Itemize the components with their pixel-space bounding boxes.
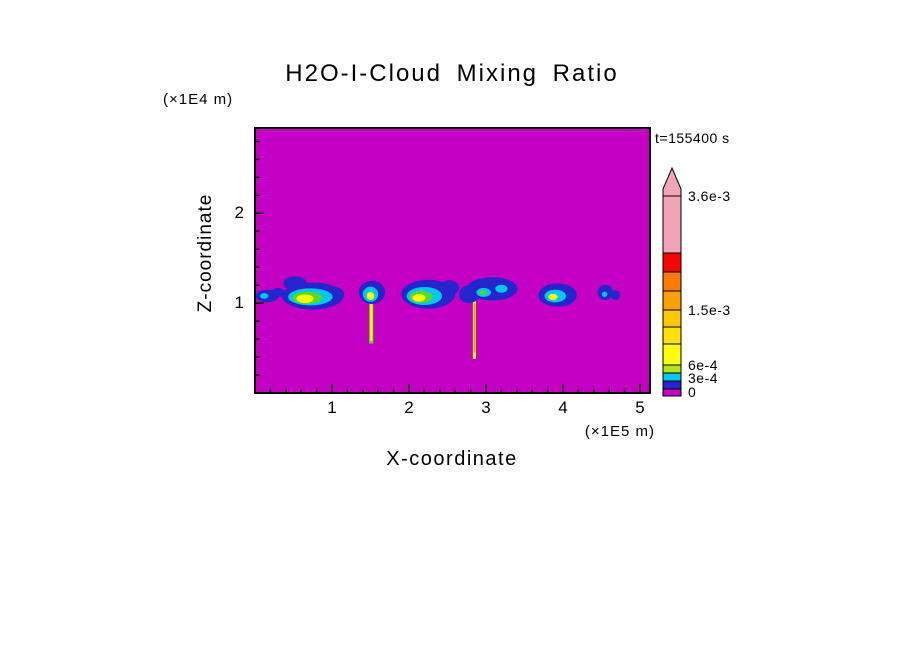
colorbar-segment: [662, 195, 682, 254]
colorbar-segment: [662, 380, 682, 390]
x-tick-label: 1: [327, 398, 337, 417]
cloud-region-yellow: [548, 293, 558, 300]
cloud-region-blue: [439, 280, 459, 296]
cloud-region-cyan: [601, 291, 608, 297]
cloud-region-blue: [283, 276, 307, 291]
cloud-region-yellow: [412, 294, 426, 302]
plot-background: [255, 128, 650, 393]
colorbar-segment: [662, 252, 682, 273]
cloud-1: [255, 287, 285, 303]
colorbar-tick-label: 3e-4: [688, 370, 719, 386]
colorbar-segment: [662, 290, 682, 311]
cloud-6: [538, 283, 577, 307]
y-axis-unit-label: (×1E4 m): [163, 91, 234, 108]
z-tick-label: 2: [234, 203, 244, 223]
colorbar-tick-label: 1.5e-3: [688, 302, 731, 318]
cloud-3: [358, 280, 386, 344]
colorbar-tick-label: 0: [688, 384, 697, 400]
clouds-layer: [255, 276, 621, 359]
cloud-4: [401, 279, 459, 309]
chart-title: H2O-I-Cloud Mixing Ratio: [285, 60, 619, 87]
colorbar-segment: [662, 326, 682, 345]
colorbar-segment: [662, 309, 682, 328]
x-tick-label: 5: [635, 398, 645, 417]
x-axis-label: X-coordinate: [386, 448, 518, 470]
cloud-region-cyan: [495, 284, 508, 293]
cloud-region-green: [479, 290, 487, 295]
colorbar-segment: [662, 364, 682, 374]
plot-border: [254, 127, 651, 394]
colorbar-segment: [662, 271, 682, 292]
cloud-region-yellow: [296, 294, 314, 304]
colorbar-tick-label: 6e-4: [688, 357, 719, 373]
time-annotation: t=155400 s: [655, 130, 730, 146]
fall-streak-orange: [473, 303, 476, 353]
x-axis-unit-label: (×1E5 m): [584, 423, 655, 440]
z-tick-label: 1: [234, 293, 244, 313]
cloud-region-blue: [466, 277, 518, 301]
colorbar: [662, 166, 682, 397]
fall-streak-yellow: [370, 303, 373, 341]
colorbar-tick-label: 3.6e-3: [688, 188, 731, 204]
cloud-region-blue: [610, 290, 621, 300]
colorbar-segment: [662, 343, 682, 366]
x-tick-label: 3: [481, 398, 491, 417]
cloud-region-yellow: [366, 292, 375, 300]
colorbar-segment: [662, 372, 682, 382]
cloud-7: [597, 284, 621, 300]
colorbar-segment: [662, 388, 682, 397]
x-tick-label: 4: [558, 398, 568, 417]
colorbar-overflow-arrow: [662, 166, 682, 197]
x-tick-label: 2: [404, 398, 414, 417]
cloud-2: [281, 276, 345, 310]
cloud-region-blue: [271, 287, 285, 297]
cloud-region-cyan: [260, 293, 269, 299]
cloud-5: [459, 277, 518, 359]
